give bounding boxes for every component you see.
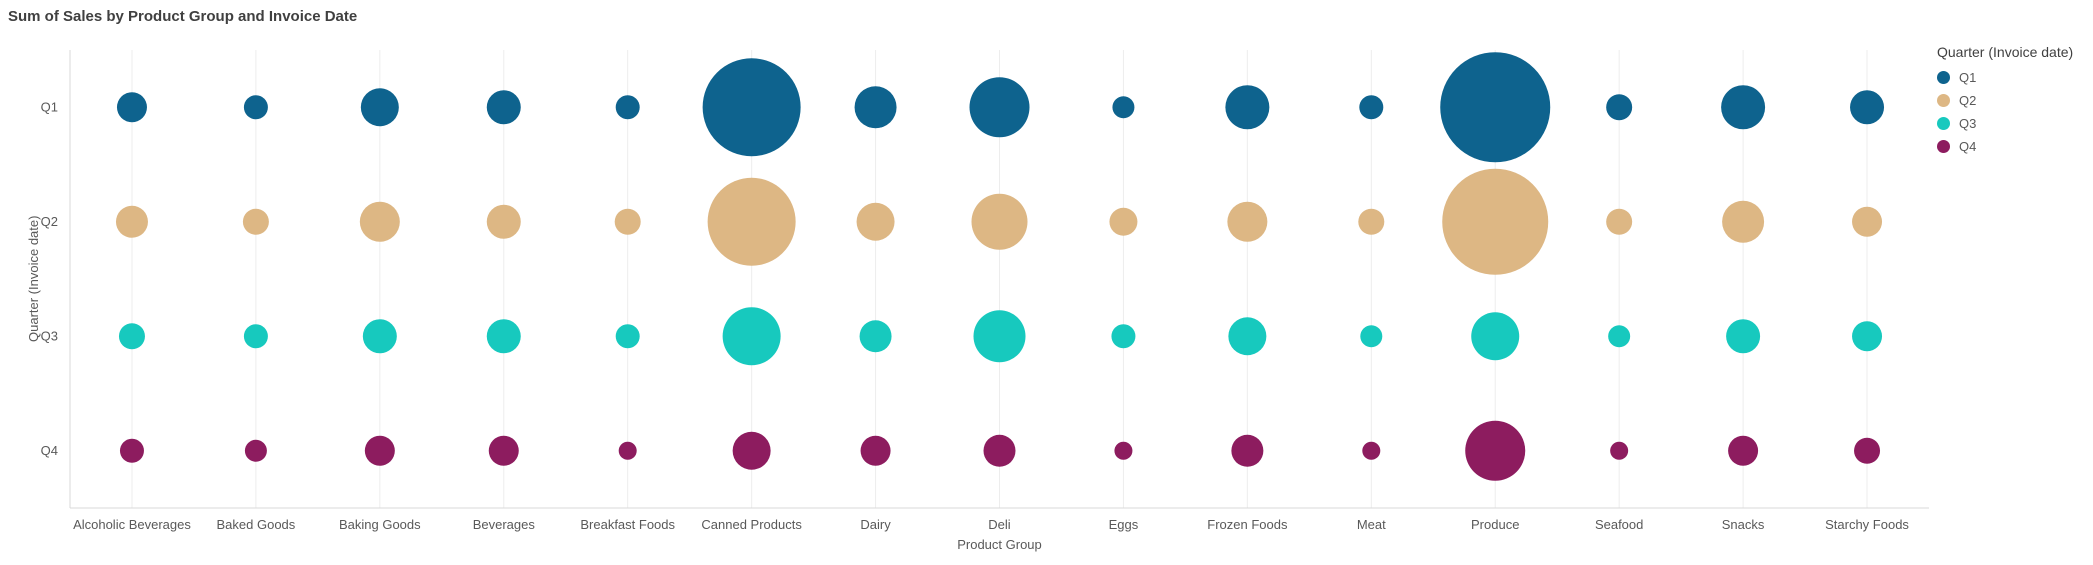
x-tick-label: Seafood xyxy=(1595,517,1643,532)
x-tick-label: Frozen Foods xyxy=(1207,517,1288,532)
bubble-q2-canned-products[interactable] xyxy=(707,177,796,266)
bubble-q1-alcoholic-beverages[interactable] xyxy=(116,92,147,123)
bubble-q2-dairy[interactable] xyxy=(856,202,895,241)
y-tick-label: Q3 xyxy=(41,328,58,343)
x-tick-label: Beverages xyxy=(473,517,536,532)
bubble-q3-seafood[interactable] xyxy=(1608,325,1631,348)
bubble-q4-snacks[interactable] xyxy=(1728,435,1759,466)
x-tick-label: Starchy Foods xyxy=(1825,517,1909,532)
bubble-q4-eggs[interactable] xyxy=(1114,441,1133,460)
bubble-q1-snacks[interactable] xyxy=(1721,85,1766,130)
legend-dot-q3 xyxy=(1937,117,1950,130)
bubble-q2-seafood[interactable] xyxy=(1606,208,1633,235)
x-tick-label: Snacks xyxy=(1722,517,1765,532)
bubble-q2-alcoholic-beverages[interactable] xyxy=(115,205,148,238)
bubble-q1-breakfast-foods[interactable] xyxy=(615,95,640,120)
bubble-q2-deli[interactable] xyxy=(971,193,1028,250)
legend-dot-q1 xyxy=(1937,71,1950,84)
legend-title: Quarter (Invoice date) xyxy=(1937,44,2074,60)
legend-items: Q1 Q2 Q3 Q4 xyxy=(1937,70,2073,154)
x-tick-label: Meat xyxy=(1357,517,1386,532)
bubble-q4-canned-products[interactable] xyxy=(732,431,771,470)
legend-label: Q4 xyxy=(1959,139,1977,154)
legend-label: Q1 xyxy=(1959,70,1977,85)
bubble-q3-baking-goods[interactable] xyxy=(362,319,397,354)
bubble-q4-breakfast-foods[interactable] xyxy=(618,441,637,460)
bubble-q4-seafood[interactable] xyxy=(1610,441,1629,460)
x-tick-label: Dairy xyxy=(860,517,891,532)
bubble-q3-eggs[interactable] xyxy=(1111,324,1136,349)
bubble-q3-starchy-foods[interactable] xyxy=(1852,321,1883,352)
bubble-q4-meat[interactable] xyxy=(1362,441,1381,460)
bubble-q1-baked-goods[interactable] xyxy=(243,95,268,120)
bubble-q1-meat[interactable] xyxy=(1359,95,1384,120)
bubble-q3-canned-products[interactable] xyxy=(722,307,781,366)
x-tick-label: Canned Products xyxy=(701,517,802,532)
x-tick-label: Deli xyxy=(988,517,1011,532)
legend-item-q1[interactable]: Q1 xyxy=(1937,70,2073,85)
bubble-q2-beverages[interactable] xyxy=(486,204,521,239)
y-tick-label: Q4 xyxy=(41,443,58,458)
bubble-q4-baking-goods[interactable] xyxy=(364,435,395,466)
y-tick-label: Q2 xyxy=(41,214,58,229)
bubble-q3-dairy[interactable] xyxy=(859,320,892,353)
bubble-q3-produce[interactable] xyxy=(1471,312,1520,361)
bubble-q4-frozen-foods[interactable] xyxy=(1231,434,1264,467)
bubble-q2-frozen-foods[interactable] xyxy=(1227,201,1268,242)
legend-dot-q2 xyxy=(1937,94,1950,107)
bubble-q3-beverages[interactable] xyxy=(486,319,521,354)
legend-item-q4[interactable]: Q4 xyxy=(1937,139,2073,154)
x-tick-label: Produce xyxy=(1471,517,1519,532)
bubble-q4-produce[interactable] xyxy=(1465,420,1526,481)
bubble-q2-breakfast-foods[interactable] xyxy=(614,208,641,235)
bubble-q1-frozen-foods[interactable] xyxy=(1225,85,1270,130)
bubble-q2-starchy-foods[interactable] xyxy=(1852,206,1883,237)
bubble-q2-baking-goods[interactable] xyxy=(359,201,400,242)
bubble-q3-meat[interactable] xyxy=(1360,325,1383,348)
y-axis-title: Quarter (Invoice date) xyxy=(26,215,41,343)
bubble-q2-eggs[interactable] xyxy=(1109,207,1138,236)
bubble-q1-canned-products[interactable] xyxy=(702,58,801,157)
x-tick-label: Baking Goods xyxy=(339,517,421,532)
legend-label: Q3 xyxy=(1959,116,1977,131)
bubble-q3-baked-goods[interactable] xyxy=(243,324,268,349)
bubble-q3-alcoholic-beverages[interactable] xyxy=(118,323,145,350)
bubble-q4-baked-goods[interactable] xyxy=(244,439,267,462)
bubble-q1-deli[interactable] xyxy=(969,77,1030,138)
legend-label: Q2 xyxy=(1959,93,1977,108)
bubble-q1-beverages[interactable] xyxy=(486,90,521,125)
bubble-q4-deli[interactable] xyxy=(983,434,1016,467)
x-tick-label: Alcoholic Beverages xyxy=(73,517,191,532)
x-tick-label: Breakfast Foods xyxy=(580,517,675,532)
bubble-q4-starchy-foods[interactable] xyxy=(1854,437,1881,464)
legend: Quarter (Invoice date) Q1 Q2 Q3 Q4 xyxy=(1937,44,2073,162)
bubble-q4-dairy[interactable] xyxy=(860,435,891,466)
bubble-q2-baked-goods[interactable] xyxy=(242,208,269,235)
legend-item-q2[interactable]: Q2 xyxy=(1937,93,2073,108)
bubble-q4-alcoholic-beverages[interactable] xyxy=(119,438,144,463)
chart-title: Sum of Sales by Product Group and Invoic… xyxy=(8,8,358,25)
bubble-q3-snacks[interactable] xyxy=(1726,319,1761,354)
legend-item-q3[interactable]: Q3 xyxy=(1937,116,2073,131)
bubble-q3-deli[interactable] xyxy=(973,310,1026,363)
bubble-q2-produce[interactable] xyxy=(1442,168,1549,275)
bubble-q1-baking-goods[interactable] xyxy=(360,88,399,127)
bubble-q2-snacks[interactable] xyxy=(1722,200,1765,243)
bubble-q1-starchy-foods[interactable] xyxy=(1850,90,1885,125)
bubble-q3-frozen-foods[interactable] xyxy=(1228,317,1267,356)
bubble-q1-seafood[interactable] xyxy=(1606,94,1633,121)
bubble-q1-eggs[interactable] xyxy=(1112,96,1135,119)
x-tick-label: Baked Goods xyxy=(217,517,296,532)
x-axis-title: Product Group xyxy=(957,537,1042,552)
bubble-q1-dairy[interactable] xyxy=(854,86,897,129)
y-tick-label: Q1 xyxy=(41,99,58,114)
legend-dot-q4 xyxy=(1937,140,1950,153)
bubble-q3-breakfast-foods[interactable] xyxy=(615,324,640,349)
bubble-q4-beverages[interactable] xyxy=(488,435,519,466)
bubble-q2-meat[interactable] xyxy=(1358,208,1385,235)
x-tick-label: Eggs xyxy=(1109,517,1139,532)
bubble-q1-produce[interactable] xyxy=(1440,52,1551,163)
